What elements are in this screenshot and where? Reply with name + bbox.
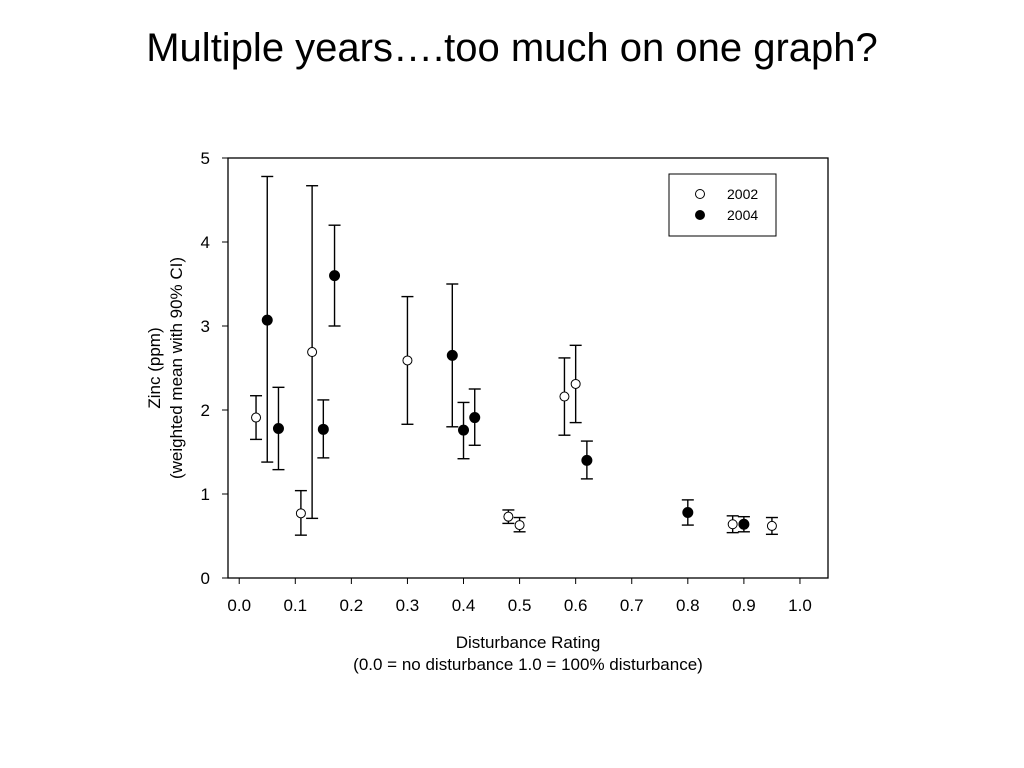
y-tick-label: 2 (201, 401, 210, 420)
data-point-2004 (469, 412, 481, 424)
x-tick-label: 0.1 (283, 596, 307, 615)
x-tick-label: 0.2 (340, 596, 364, 615)
data-point-2004 (581, 454, 593, 466)
y-tick-label: 1 (201, 485, 210, 504)
data-point-2002 (559, 391, 570, 402)
x-tick-label: 0.0 (227, 596, 251, 615)
legend-marker-2004 (695, 210, 705, 220)
data-point-2002 (514, 520, 525, 531)
data-point-2002 (251, 412, 262, 423)
x-tick-label: 0.8 (676, 596, 700, 615)
data-point-2002 (727, 519, 738, 530)
data-point-2004 (446, 349, 458, 361)
legend-box (668, 173, 777, 237)
x-axis-note: (0.0 = no disturbance 1.0 = 100% disturb… (353, 655, 703, 674)
x-tick-label: 0.9 (732, 596, 756, 615)
y-tick-label: 3 (201, 317, 210, 336)
axis-ticks: 0.0 0.1 0.2 0.3 0.4 0.5 0.6 0.7 0.8 0.9 1.0 0 1 2 3 4 5 (201, 149, 812, 615)
data-marks (250, 175, 778, 536)
data-point-2002 (402, 355, 413, 366)
data-point-2004 (682, 506, 694, 518)
data-point-2004 (329, 270, 341, 282)
legend: 2002 2004 (668, 173, 777, 237)
legend-label-2002: 2002 (727, 186, 758, 202)
data-point-2004 (458, 424, 470, 436)
x-tick-label: 0.4 (452, 596, 476, 615)
data-point-2002 (570, 378, 581, 389)
data-point-2002 (295, 508, 306, 519)
x-tick-label: 1.0 (788, 596, 812, 615)
x-tick-label: 0.6 (564, 596, 588, 615)
data-point-2002 (503, 511, 514, 522)
y-tick-label: 0 (201, 569, 210, 588)
legend-label-2004: 2004 (727, 207, 758, 223)
slide-title: Multiple years….too much on one graph? (146, 26, 878, 70)
data-point-2002 (766, 520, 777, 531)
data-point-2004 (317, 423, 329, 435)
data-point-2004 (738, 518, 750, 530)
x-tick-label: 0.7 (620, 596, 644, 615)
y-axis-label: Zinc (ppm) (145, 327, 164, 408)
y-tick-label: 5 (201, 149, 210, 168)
x-axis-label: Disturbance Rating (456, 633, 601, 652)
data-point-2004 (272, 422, 284, 434)
x-tick-label: 0.3 (396, 596, 420, 615)
y-tick-label: 4 (201, 233, 210, 252)
y-axis-label-note: (weighted mean with 90% CI) (167, 257, 186, 479)
data-point-2004 (261, 314, 273, 326)
legend-marker-2002 (695, 189, 705, 199)
data-point-2002 (307, 347, 318, 358)
x-tick-label: 0.5 (508, 596, 532, 615)
